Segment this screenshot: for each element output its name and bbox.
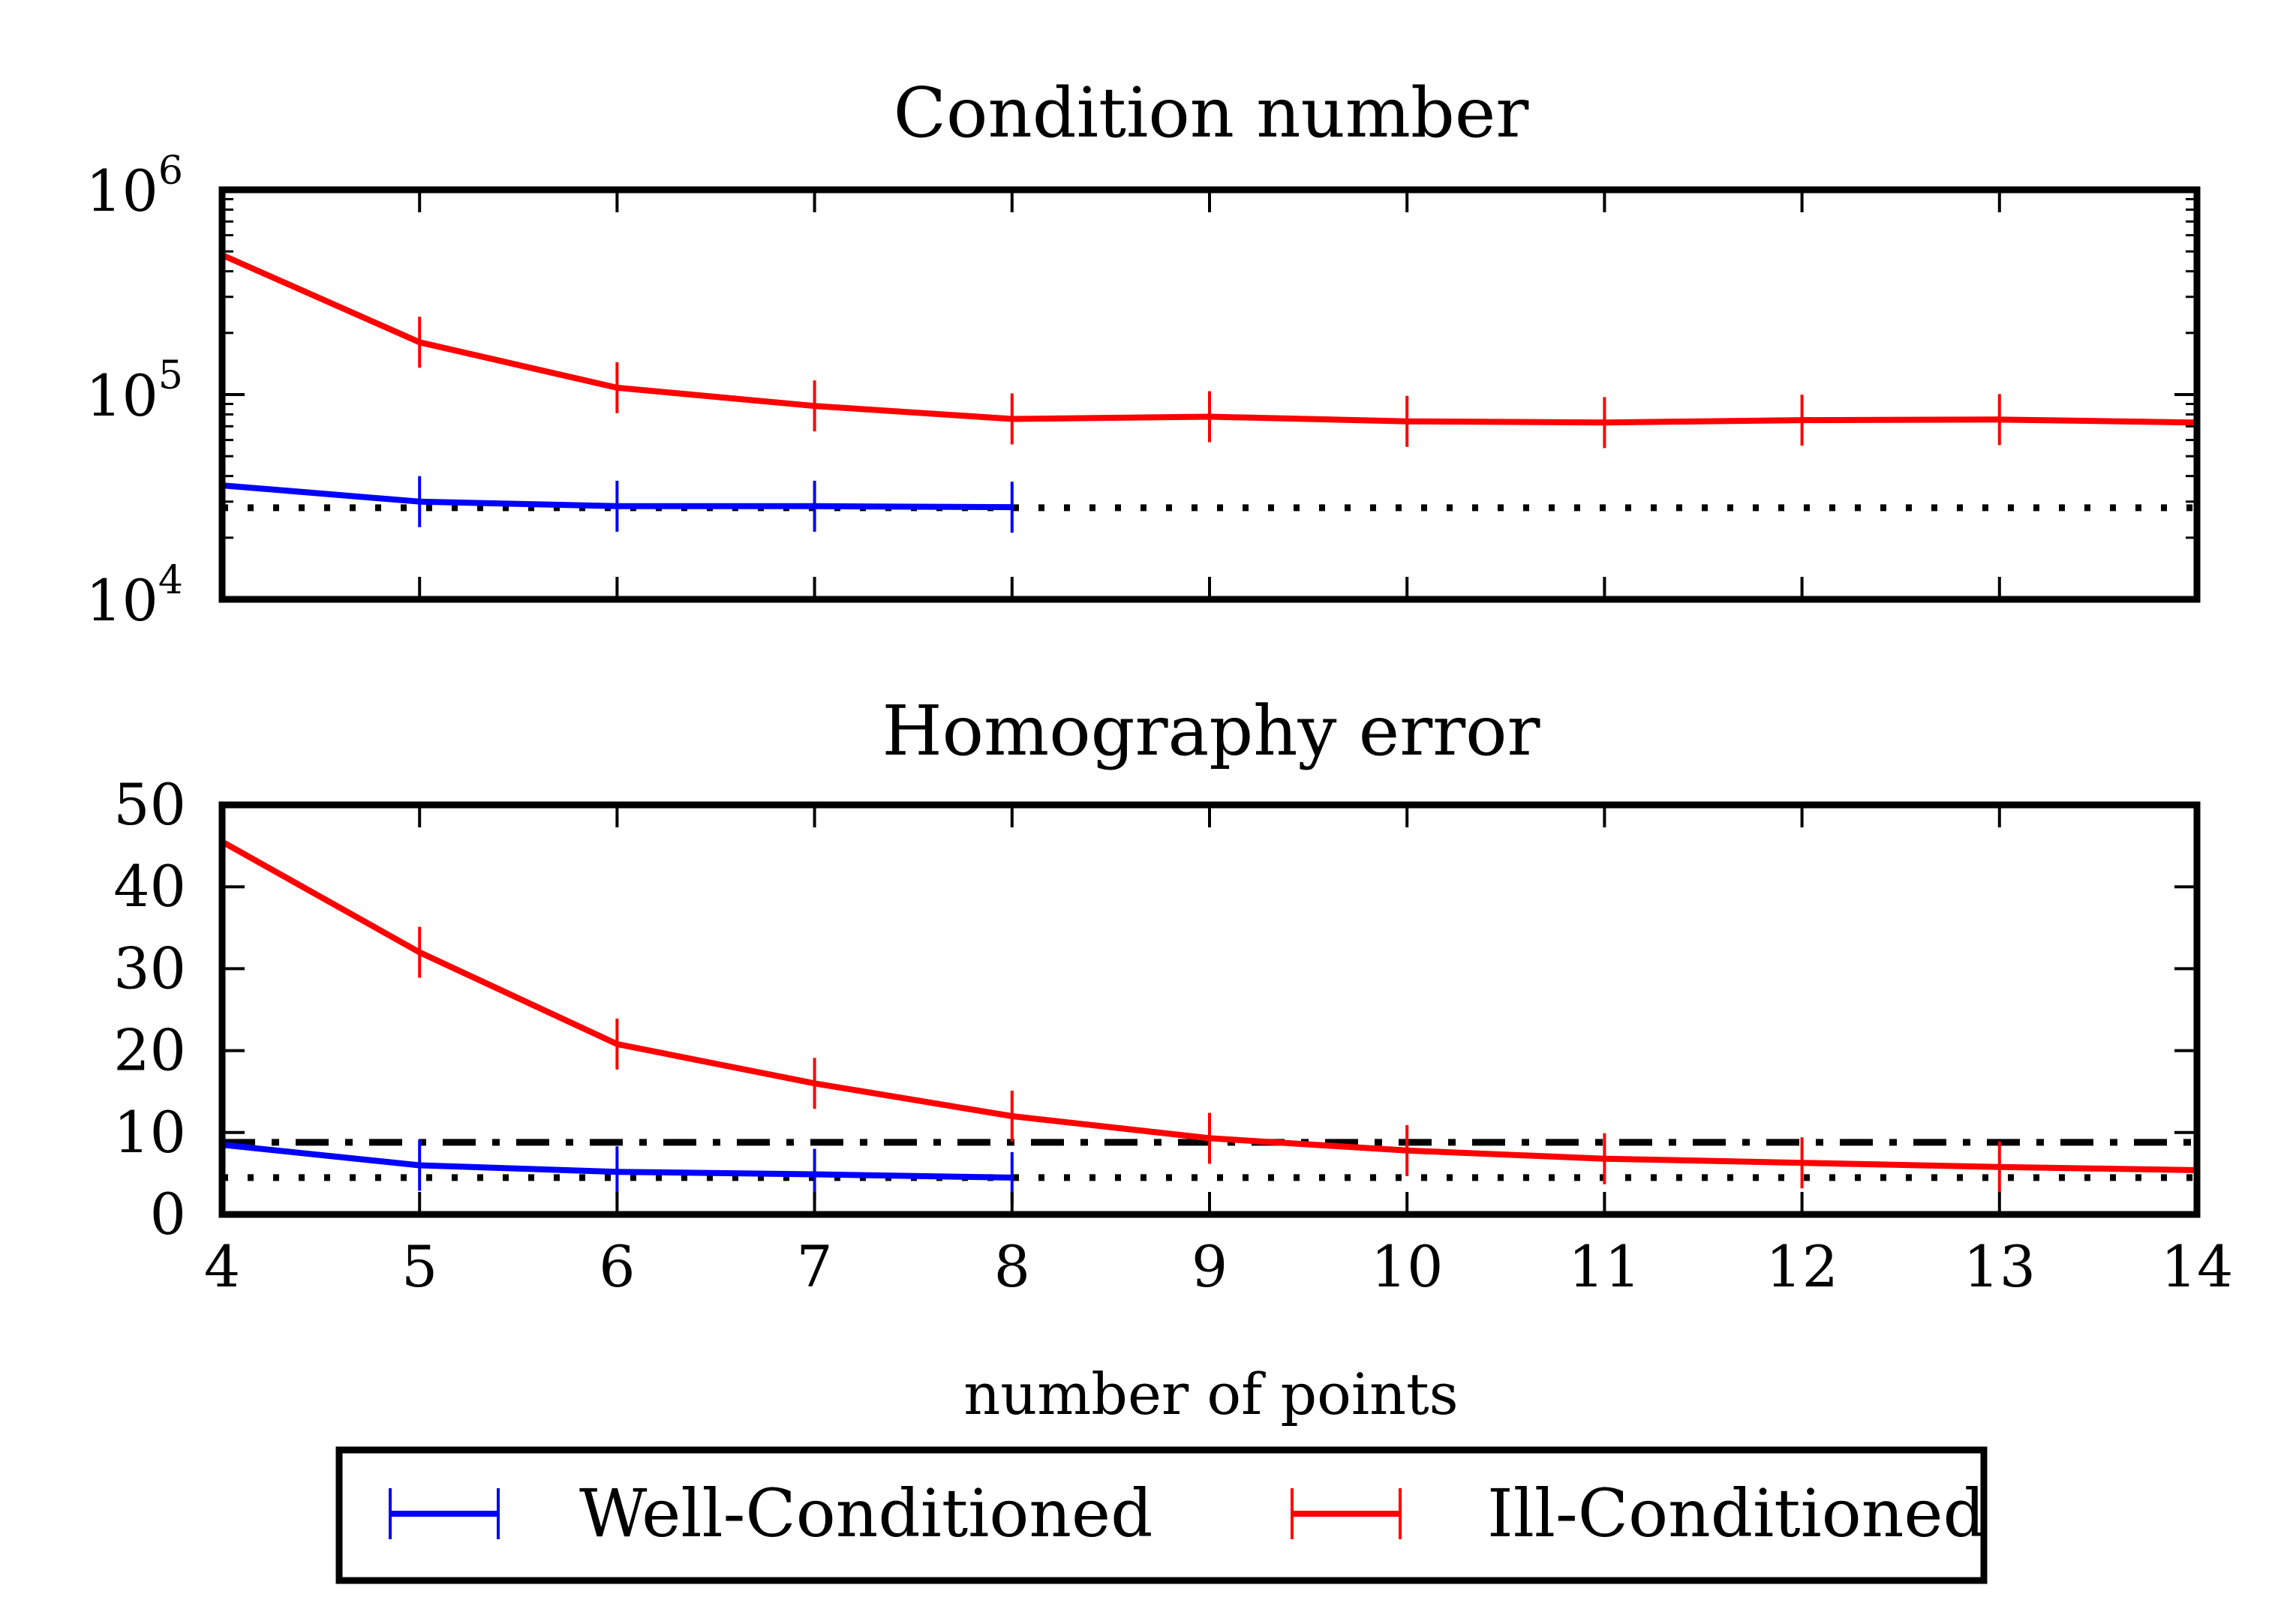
legend-symbol-well-conditioned	[389, 1488, 500, 1539]
homography-error-series	[221, 839, 2198, 1203]
homography-error-panel: Homography error 4 5 6 7 8 9 10 11 12 13 14 0 10 20 30…	[113, 691, 2233, 1427]
y-tick-label: 10	[113, 1099, 186, 1166]
homography-error-ticks: 4 5 6 7 8 9 10 11 12 13 14 0 10 20 30 40 50	[113, 771, 2233, 1300]
x-tick-label: 10	[1371, 1233, 1444, 1300]
legend-label-ill-conditioned: Ill-Conditioned	[1487, 1475, 1985, 1552]
legend-entry-ill-conditioned: Ill-Conditioned	[1291, 1475, 1985, 1552]
homography-error-title: Homography error	[882, 691, 1540, 771]
x-tick-label: 9	[1192, 1233, 1228, 1300]
condition-number-panel: Condition number 106 105 104	[86, 73, 2201, 634]
legend: Well-Conditioned Ill-Conditioned	[335, 1446, 1988, 1584]
x-tick-label: 14	[2161, 1233, 2234, 1300]
condition-number-series	[221, 252, 2198, 533]
y-tick-label: 40	[113, 853, 186, 920]
y-tick-label: 20	[113, 1017, 186, 1084]
legend-symbol-ill-conditioned	[1291, 1488, 1402, 1539]
condition-number-plot-frame	[218, 186, 2201, 603]
x-tick-label: 11	[1568, 1233, 1641, 1300]
condition-number-ticks: 106 105 104	[86, 149, 2198, 634]
legend-box	[335, 1446, 1988, 1584]
x-tick-label: 8	[994, 1233, 1030, 1300]
x-tick-label: 12	[1766, 1233, 1838, 1300]
x-tick-label: 13	[1963, 1233, 2036, 1300]
x-tick-label: 4	[204, 1233, 240, 1300]
y-tick-label: 50	[113, 771, 186, 838]
y-tick-label: 0	[150, 1181, 186, 1247]
legend-label-well-conditioned: Well-Conditioned	[579, 1475, 1153, 1552]
y-tick-label: 105	[86, 353, 183, 429]
condition-number-title: Condition number	[894, 73, 1529, 153]
x-axis-label: number of points	[963, 1361, 1458, 1427]
x-tick-label: 5	[401, 1233, 437, 1300]
y-tick-label: 104	[86, 558, 183, 634]
y-tick-label: 106	[86, 149, 183, 224]
homography-error-plot-frame	[218, 801, 2201, 1218]
x-tick-label: 6	[599, 1233, 635, 1300]
x-tick-label: 7	[796, 1233, 832, 1300]
legend-entry-well-conditioned: Well-Conditioned	[389, 1475, 1153, 1552]
y-tick-label: 30	[113, 935, 186, 1001]
